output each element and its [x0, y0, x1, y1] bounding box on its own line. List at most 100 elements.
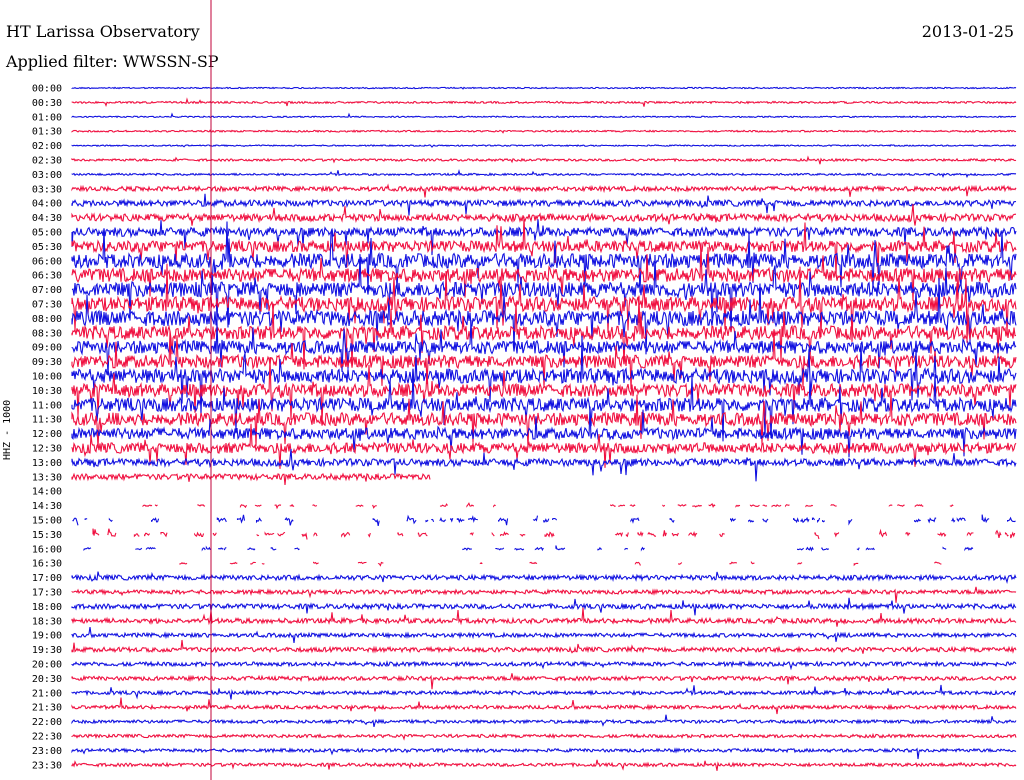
time-label: 09:00	[32, 343, 62, 354]
trace-row	[71, 86, 1017, 90]
time-label: 02:00	[32, 141, 62, 152]
trace-row	[71, 448, 1017, 482]
trace-row	[71, 684, 1016, 700]
channel-label: HHZ - 1000	[2, 399, 13, 460]
time-label: 12:00	[32, 429, 62, 440]
trace-row	[71, 597, 1017, 616]
time-label: 04:30	[32, 213, 62, 224]
trace-row	[71, 732, 1017, 741]
time-label: 10:00	[32, 372, 62, 383]
time-label: 01:30	[32, 127, 62, 138]
time-label: 18:00	[32, 602, 62, 613]
time-label: 07:30	[32, 300, 62, 311]
time-label: 03:30	[32, 184, 62, 195]
time-label: 00:30	[32, 98, 62, 109]
time-label: 22:00	[32, 717, 62, 728]
trace-row	[71, 97, 1017, 107]
trace-row	[71, 183, 1017, 198]
time-label: 21:00	[32, 688, 62, 699]
time-label: 06:30	[32, 271, 62, 282]
trace-row	[92, 528, 1016, 540]
time-label: 08:30	[32, 328, 62, 339]
trace-row	[71, 627, 1017, 643]
time-label: 16:00	[32, 544, 62, 555]
time-label: 23:30	[32, 760, 62, 771]
time-label: 11:00	[32, 400, 62, 411]
trace-row	[71, 607, 1017, 627]
time-label: 05:00	[32, 228, 62, 239]
trace-row	[71, 221, 1017, 294]
trace-row	[71, 335, 1017, 416]
time-label: 12:30	[32, 444, 62, 455]
trace-row	[71, 143, 1017, 148]
trace-row	[71, 472, 431, 486]
trace-row	[71, 659, 1017, 671]
seismic-traces	[71, 86, 1017, 771]
trace-row	[72, 514, 1016, 527]
trace-row	[71, 368, 1017, 442]
trace-row	[71, 423, 1017, 469]
time-label: 11:30	[32, 415, 62, 426]
time-label: 20:00	[32, 660, 62, 671]
trace-row	[71, 330, 1017, 390]
time-label: 15:30	[32, 530, 62, 541]
trace-row	[71, 639, 1017, 654]
time-label: 00:00	[32, 84, 62, 95]
trace-row	[71, 112, 1017, 119]
time-label: 14:30	[32, 501, 62, 512]
time-label: 17:00	[32, 573, 62, 584]
trace-row	[71, 242, 1017, 301]
trace-row	[71, 168, 1017, 179]
trace-row	[71, 759, 1017, 771]
trace-row	[71, 263, 1017, 343]
time-label: 02:30	[32, 156, 62, 167]
trace-row	[71, 571, 1017, 584]
time-label: 17:30	[32, 588, 62, 599]
time-label: 19:30	[32, 645, 62, 656]
trace-row	[179, 560, 942, 567]
time-label: 08:00	[32, 314, 62, 325]
trace-row	[71, 586, 1017, 603]
time-label: 01:00	[32, 112, 62, 123]
trace-row	[71, 714, 1017, 728]
filter-label: Applied filter: WWSSN-SP	[6, 52, 219, 71]
trace-row	[71, 129, 1017, 134]
trace-row	[71, 392, 1017, 449]
time-label: 13:30	[32, 472, 62, 483]
trace-row	[71, 277, 1017, 355]
trace-row	[71, 697, 1017, 715]
trace-row	[71, 193, 1017, 216]
time-label: 05:30	[32, 242, 62, 253]
time-label: 22:30	[32, 732, 62, 743]
time-labels: 00:00 00:30 01:00 01:30 02:00 02:30 03:00 03:30…	[32, 84, 62, 772]
record-date: 2013-01-25	[921, 22, 1014, 41]
trace-row	[71, 357, 1017, 425]
time-label: 18:30	[32, 616, 62, 627]
trace-row	[71, 254, 1017, 332]
trace-row	[71, 406, 1017, 458]
time-label: 14:00	[32, 487, 62, 498]
time-label: 03:00	[32, 170, 62, 181]
trace-row	[71, 295, 1017, 370]
time-label: 16:30	[32, 559, 62, 570]
time-label: 10:30	[32, 386, 62, 397]
trace-row	[71, 204, 1017, 226]
time-label: 06:00	[32, 256, 62, 267]
trace-row	[71, 747, 1017, 760]
time-label: 09:30	[32, 357, 62, 368]
time-label: 04:00	[32, 199, 62, 210]
trace-row	[71, 219, 1017, 256]
time-label: 13:00	[32, 458, 62, 469]
time-label: 21:30	[32, 703, 62, 714]
trace-row	[83, 545, 974, 552]
time-label: 20:30	[32, 674, 62, 685]
trace-row	[142, 502, 954, 510]
observatory-title: HT Larissa Observatory	[6, 22, 200, 41]
trace-row	[71, 320, 1017, 376]
time-label: 19:00	[32, 631, 62, 642]
time-label: 23:00	[32, 746, 62, 757]
trace-row	[71, 673, 1017, 690]
trace-row	[71, 155, 1017, 165]
time-label: 07:00	[32, 285, 62, 296]
